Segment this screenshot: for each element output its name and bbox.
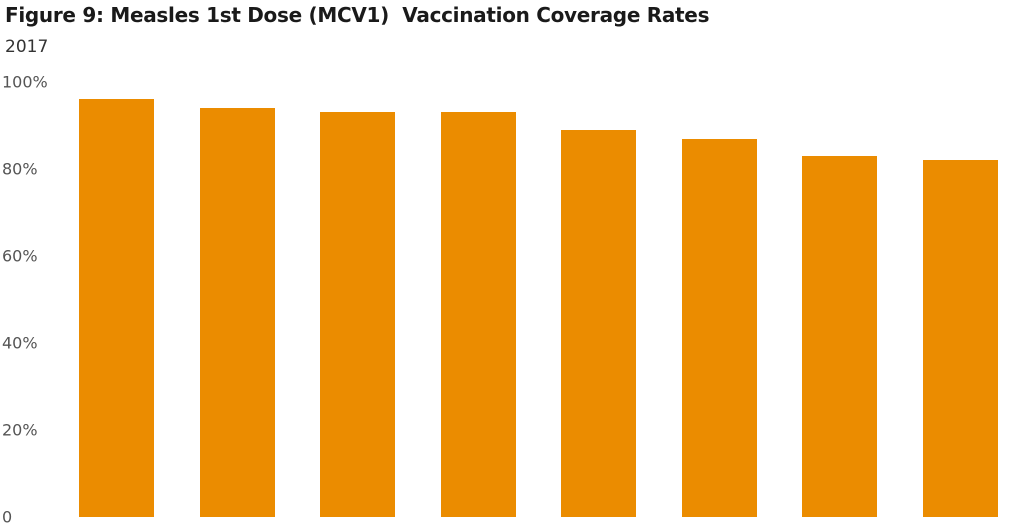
y-tick-0: 0 xyxy=(2,507,13,527)
bar-5 xyxy=(561,129,636,517)
bar-8 xyxy=(922,160,998,517)
y-tick-20: 20% xyxy=(2,420,38,440)
y-tick-40: 40% xyxy=(2,333,38,353)
bar-6 xyxy=(681,138,757,517)
y-tick-80: 80% xyxy=(2,159,38,179)
chart-subtitle: 2017 xyxy=(5,37,49,57)
bar-2 xyxy=(199,108,275,517)
bar-1 xyxy=(79,99,154,517)
y-tick-60: 60% xyxy=(2,246,38,266)
chart-title: Figure 9: Measles 1st Dose (MCV1) Vaccin… xyxy=(5,3,710,27)
bar-3 xyxy=(320,112,395,517)
bar-7 xyxy=(802,155,877,517)
y-tick-100: 100% xyxy=(2,72,48,92)
bar-4 xyxy=(440,112,516,517)
